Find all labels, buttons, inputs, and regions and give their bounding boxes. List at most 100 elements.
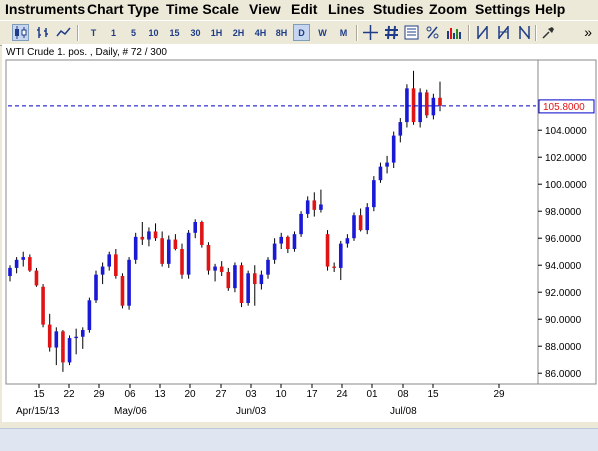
candle-body [193, 222, 198, 233]
timeframe-1-button[interactable]: 1 [110, 27, 116, 38]
menu-settings[interactable]: Settings [475, 1, 531, 17]
toolbar-separator [356, 25, 358, 41]
candle [378, 162, 383, 183]
candle [352, 212, 356, 241]
candle [372, 176, 376, 212]
candle-body [206, 244, 211, 271]
toolbar-separator [535, 25, 537, 41]
timeframe-weekly-button[interactable]: W [318, 27, 327, 38]
candle-body [80, 330, 85, 337]
candle-body [186, 232, 191, 275]
candle-body [233, 265, 237, 289]
candle-body [140, 236, 145, 240]
timeframe-1h-button[interactable]: 1H [210, 27, 223, 38]
candle [279, 232, 284, 249]
candle [338, 240, 343, 281]
candle [206, 242, 211, 275]
candle [312, 192, 317, 217]
candle-body [319, 204, 323, 210]
candle [226, 267, 231, 291]
timeframe-30-button[interactable]: 30 [190, 27, 201, 38]
chart-panel[interactable]: WTI Crude 1. pos. , Daily, # 72 / 300 10… [2, 44, 598, 422]
percent-scale-icon[interactable] [424, 24, 441, 41]
candle-body [398, 122, 403, 136]
timeframe-5-button[interactable]: 5 [130, 27, 136, 38]
timeframe-4h-button[interactable]: 4H [254, 27, 267, 38]
pin-tool-icon[interactable] [540, 24, 557, 41]
bar-chart-icon[interactable] [34, 24, 51, 41]
x-tick-label: 13 [154, 389, 166, 400]
menu-instruments[interactable]: Instruments [5, 1, 86, 17]
x-axis-ticks: 15 22 29 06 13 20 27 03 10 17 24 01 08 15 29 Apr/15/13 M… [16, 384, 505, 417]
menu-chart-type[interactable]: Chart Type [87, 1, 160, 17]
candle-body [14, 259, 19, 268]
candle-body [166, 239, 171, 264]
menu-zoom[interactable]: Zoom [429, 1, 468, 17]
candle-body [133, 236, 138, 260]
candle-body [266, 259, 270, 275]
x-tick-label: 10 [275, 389, 287, 400]
timeframe-8h-button[interactable]: 8H [275, 27, 288, 38]
candle-body [147, 231, 151, 240]
candle-body [292, 234, 297, 249]
timeframe-tick-button[interactable]: T [90, 27, 97, 38]
draw-tool-1-icon[interactable] [474, 24, 491, 41]
menu-studies[interactable]: Studies [373, 1, 424, 17]
candle-body [418, 92, 422, 123]
draw-tool-3-icon[interactable] [516, 24, 533, 41]
candle [21, 251, 26, 267]
volume-bars-icon[interactable] [446, 24, 463, 41]
candle [14, 257, 19, 274]
candle [252, 265, 257, 306]
candle [133, 232, 138, 264]
x-month-label: Jun/03 [236, 406, 266, 417]
menu-view[interactable]: View [249, 1, 281, 17]
grid-icon[interactable] [383, 24, 400, 41]
candle-body [365, 207, 370, 231]
candle-body [28, 257, 32, 271]
price-chart[interactable]: WTI Crude 1. pos. , Daily, # 72 / 300 10… [2, 44, 598, 422]
y-axis-ticks: 104.0000 102.0000 100.0000 98.0000 96.0000 94… [538, 126, 587, 380]
candle [332, 262, 336, 272]
candle [391, 131, 396, 168]
toolbar-overflow-button[interactable]: » [584, 24, 592, 40]
candle [411, 70, 416, 125]
text-annotation-icon[interactable] [403, 24, 420, 41]
y-tick-label: 86.0000 [545, 369, 582, 380]
menu-help[interactable]: Help [535, 1, 566, 17]
timeframe-2h-button[interactable]: 2H [232, 27, 245, 38]
candle-body [54, 331, 59, 348]
line-chart-icon[interactable] [55, 24, 72, 41]
timeframe-15-button[interactable]: 15 [169, 27, 180, 38]
candle-body [312, 200, 317, 210]
x-tick-label: 08 [397, 389, 409, 400]
candle-body [345, 238, 350, 244]
menu-lines[interactable]: Lines [328, 1, 365, 17]
candle-body [114, 254, 118, 276]
candle [74, 328, 78, 355]
candle-body [160, 238, 164, 264]
candlestick-chart-icon[interactable] [12, 24, 29, 41]
candle [272, 238, 277, 264]
menu-time-scale[interactable]: Time Scale [166, 1, 239, 17]
candle [120, 273, 125, 309]
candle-body [200, 222, 204, 245]
candle-body [299, 213, 303, 235]
candle [418, 88, 422, 128]
price-axis [537, 59, 597, 385]
candle [166, 235, 171, 268]
timeframe-monthly-button[interactable]: M [339, 27, 348, 38]
candle-body [391, 135, 396, 163]
candle [305, 196, 310, 218]
candle [266, 257, 270, 279]
horizontal-scrollbar[interactable] [0, 428, 598, 451]
menu-edit[interactable]: Edit [291, 1, 318, 17]
crosshair-icon[interactable] [362, 24, 379, 41]
candle-body [385, 162, 389, 167]
timeframe-daily-button[interactable]: D [293, 24, 310, 41]
candle-body [213, 266, 217, 271]
candle [259, 270, 264, 290]
draw-tool-2-icon[interactable] [495, 24, 512, 41]
timeframe-10-button[interactable]: 10 [148, 27, 159, 38]
candle [153, 223, 158, 241]
